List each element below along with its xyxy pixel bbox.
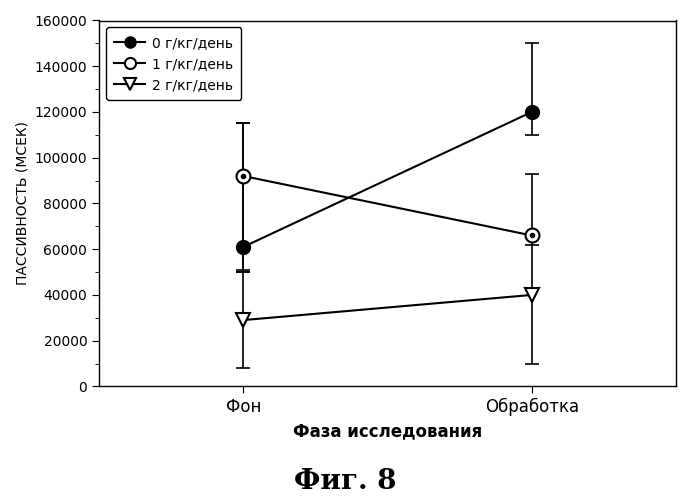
Legend: 0 г/кг/день, 1 г/кг/день, 2 г/кг/день: 0 г/кг/день, 1 г/кг/день, 2 г/кг/день	[106, 28, 241, 100]
Y-axis label: ПАССИВНОСТЬ (МСЕК): ПАССИВНОСТЬ (МСЕК)	[15, 122, 29, 286]
X-axis label: Фаза исследования: Фаза исследования	[293, 422, 482, 440]
Text: Фиг. 8: Фиг. 8	[294, 468, 397, 495]
